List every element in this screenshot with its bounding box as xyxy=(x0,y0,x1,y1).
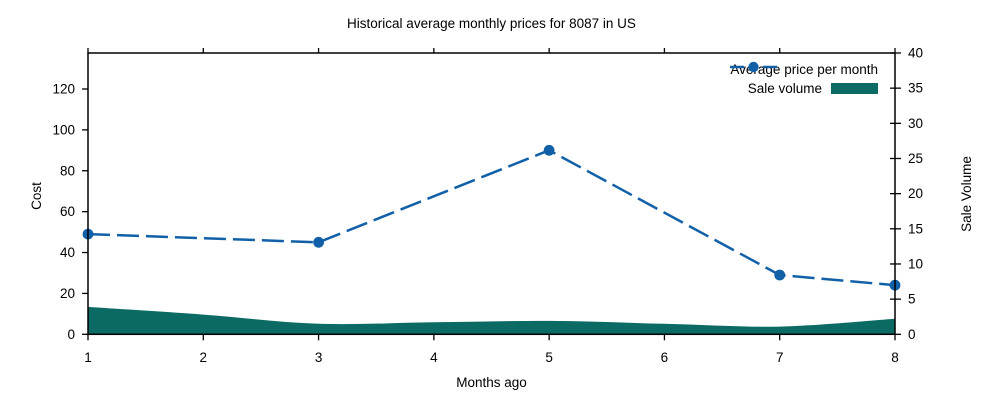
y-right-tick-label: 35 xyxy=(908,81,923,96)
x-tick-label: 4 xyxy=(430,350,438,365)
y-right-tick-label: 40 xyxy=(908,46,923,61)
y-left-tick-label: 80 xyxy=(60,163,75,178)
y-right-tick-label: 15 xyxy=(908,221,923,236)
chart-title: Historical average monthly prices for 80… xyxy=(347,16,636,31)
x-tick-label: 7 xyxy=(776,350,784,365)
price-point-marker xyxy=(774,269,786,281)
y-right-tick-label: 10 xyxy=(908,256,923,271)
price-point-marker xyxy=(313,236,324,248)
x-tick-label: 2 xyxy=(200,350,208,365)
y-left-tick-label: 20 xyxy=(60,286,75,301)
x-tick-label: 3 xyxy=(315,350,323,365)
x-axis-label: Months ago xyxy=(456,375,527,390)
y-right-tick-label: 20 xyxy=(908,186,923,201)
x-tick-label: 8 xyxy=(891,350,899,365)
y-axis-label-left: Cost xyxy=(29,182,44,210)
y-right-tick-label: 25 xyxy=(908,151,923,166)
legend-entry-volume: Sale volume xyxy=(730,79,878,98)
x-tick-label: 6 xyxy=(661,350,669,365)
y-right-tick-label: 0 xyxy=(908,327,916,342)
x-tick-label: 5 xyxy=(545,350,553,365)
legend-entry-price: Average price per month xyxy=(730,60,878,79)
y-left-tick-label: 120 xyxy=(52,81,75,96)
y-left-tick-label: 0 xyxy=(67,327,75,342)
y-right-tick-label: 30 xyxy=(908,116,923,131)
legend-label-volume: Sale volume xyxy=(747,81,822,96)
sale-volume-area xyxy=(88,306,895,335)
y-right-tick-label: 5 xyxy=(908,292,916,307)
average-price-line xyxy=(87,148,896,287)
y-left-tick-label: 60 xyxy=(60,204,75,219)
legend-swatch-price-line-icon xyxy=(730,61,778,73)
y-left-tick-label: 40 xyxy=(60,245,75,260)
x-tick-label: 1 xyxy=(84,350,92,365)
y-left-tick-label: 100 xyxy=(52,122,75,137)
legend-swatch-volume xyxy=(831,83,878,94)
price-point-marker xyxy=(543,144,555,156)
y-axis-label-right: Sale Volume xyxy=(959,156,974,232)
legend: Average price per month Sale volume xyxy=(730,60,878,98)
